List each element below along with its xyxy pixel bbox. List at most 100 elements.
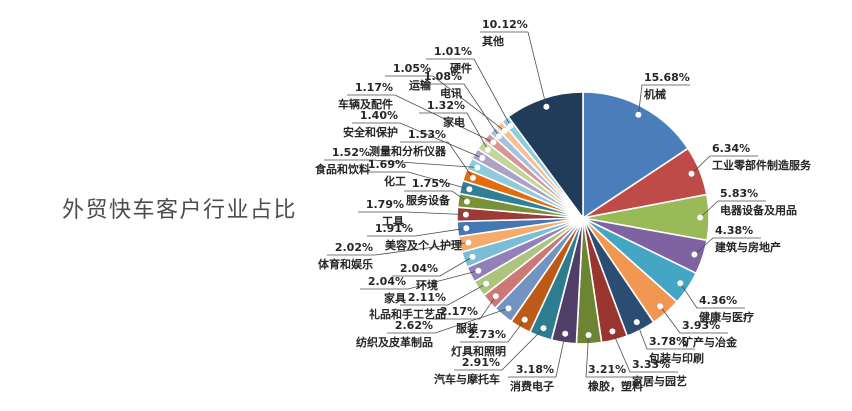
slice-dot-25: [484, 146, 491, 153]
slice-leader-line-4: [679, 283, 745, 309]
slice-name-14: 礼品和手工艺品: [369, 307, 446, 321]
slice-name-28: 运输: [409, 78, 432, 92]
slice-leader-line-13: [432, 295, 497, 320]
slice-dot-28: [501, 127, 508, 134]
pie-slice-0: [582, 91, 689, 219]
slice-pct-28: 1.05%: [393, 62, 431, 75]
slice-pct-18: 1.91%: [375, 222, 413, 235]
slice-pct-26: 1.17%: [355, 81, 393, 94]
slice-dot-4: [677, 280, 684, 287]
slice-leader-line-0: [638, 84, 690, 115]
slice-dot-6: [633, 319, 640, 326]
slice-name-2: 电器设备及用品: [720, 203, 797, 217]
slice-name-12: 纺织及皮革制品: [356, 335, 433, 349]
slice-name-29: 硬件: [450, 61, 472, 75]
slice-name-0: 机械: [644, 87, 666, 101]
slice-pct-7: 3.33%: [632, 358, 670, 371]
slice-name-16: 环境: [416, 278, 438, 292]
slice-dot-12: [505, 305, 512, 312]
slice-leader-line-19: [358, 211, 466, 215]
slice-dot-19: [462, 211, 469, 218]
slice-leader-line-26: [347, 94, 494, 143]
slice-name-9: 消费电子: [510, 379, 554, 393]
slice-name-6: 包装与印刷: [648, 351, 704, 365]
slice-pct-9: 3.18%: [516, 363, 554, 376]
pie-slice-30: [507, 91, 584, 219]
slice-pct-29: 1.01%: [434, 45, 472, 58]
slice-name-7: 家居与园艺: [632, 374, 687, 388]
slice-leader-line-17: [327, 242, 469, 256]
slice-name-10: 汽车与摩托车: [434, 372, 500, 386]
slice-dot-17: [465, 239, 472, 246]
slice-leader-line-24: [352, 122, 483, 159]
slice-dot-8: [585, 332, 592, 338]
slice-pct-4: 4.36%: [699, 294, 737, 307]
slice-dot-22: [469, 174, 476, 181]
slice-pct-23: 1.52%: [332, 146, 370, 159]
slice-pct-25: 1.32%: [427, 99, 465, 112]
slice-dot-0: [635, 111, 642, 118]
slice-pct-21: 1.69%: [368, 158, 406, 171]
slice-pct-20: 1.75%: [412, 177, 450, 190]
slice-name-3: 建筑与房地产: [715, 240, 781, 254]
slice-pct-6: 3.78%: [649, 335, 687, 348]
slice-leader-line-1: [691, 155, 758, 175]
slice-leader-line-20: [404, 190, 468, 202]
slice-pct-3: 4.38%: [715, 224, 753, 237]
slice-pct-24: 1.40%: [360, 109, 398, 122]
slice-name-26: 车辆及配件: [338, 97, 393, 111]
slice-leader-line-29: [426, 58, 511, 127]
slice-dot-27: [496, 133, 502, 140]
slice-name-21: 化工: [384, 174, 406, 188]
slice-pct-0: 15.68%: [644, 71, 690, 84]
slice-name-19: 工具: [382, 215, 404, 228]
slice-name-23: 食品和饮料: [315, 162, 370, 176]
slice-name-11: 灯具和照明: [451, 344, 506, 358]
slice-leader-line-27: [416, 83, 500, 137]
slice-name-4: 健康与医疗: [699, 310, 754, 324]
slice-pct-27: 1.08%: [424, 70, 462, 83]
slice-name-5: 矿产与冶金: [682, 335, 738, 349]
slice-leader-line-5: [659, 305, 728, 334]
slice-dot-18: [463, 225, 470, 232]
slice-leader-line-16: [392, 256, 473, 277]
slice-name-13: 服装: [456, 321, 478, 335]
slice-pct-19: 1.79%: [366, 198, 404, 211]
slice-dot-2: [697, 214, 704, 221]
slice-leader-line-30: [480, 31, 547, 107]
slice-dot-26: [490, 139, 497, 146]
slice-leader-line-14: [400, 283, 487, 306]
slice-name-15: 家具: [384, 291, 406, 305]
slice-leader-line-7: [612, 331, 678, 373]
slice-leader-line-8: [585, 334, 634, 378]
slice-name-25: 家电: [443, 115, 465, 129]
slice-leader-line-10: [454, 328, 544, 371]
slice-pct-14: 2.11%: [408, 291, 446, 304]
slice-pct-15: 2.04%: [368, 275, 406, 288]
slice-dot-10: [540, 325, 547, 332]
slice-pct-30: 10.12%: [482, 18, 528, 31]
slice-dot-5: [657, 303, 664, 310]
slice-leader-line-6: [636, 321, 695, 350]
slice-dot-30: [543, 103, 550, 110]
slice-leader-line-23: [324, 159, 478, 168]
slice-pct-5: 3.93%: [682, 319, 720, 332]
slice-name-17: 体育和娱乐: [318, 257, 373, 271]
slice-dot-23: [474, 164, 481, 171]
slice-dot-1: [688, 170, 695, 177]
slice-leader-line-22: [400, 141, 474, 179]
slice-leader-line-2: [699, 200, 766, 218]
slice-leader-line-9: [508, 333, 566, 378]
slice-name-8: 橡胶，塑料: [588, 379, 643, 393]
slice-pct-2: 5.83%: [720, 187, 758, 200]
slice-dot-11: [521, 316, 528, 323]
slice-leader-line-18: [367, 227, 467, 237]
slice-dot-24: [479, 155, 486, 161]
slice-leader-line-15: [360, 270, 479, 290]
slice-pct-17: 2.02%: [335, 241, 373, 254]
slice-pct-13: 2.17%: [440, 305, 478, 318]
slice-dot-9: [562, 330, 569, 337]
slice-pct-12: 2.62%: [395, 319, 433, 332]
slice-leader-line-25: [419, 112, 489, 150]
